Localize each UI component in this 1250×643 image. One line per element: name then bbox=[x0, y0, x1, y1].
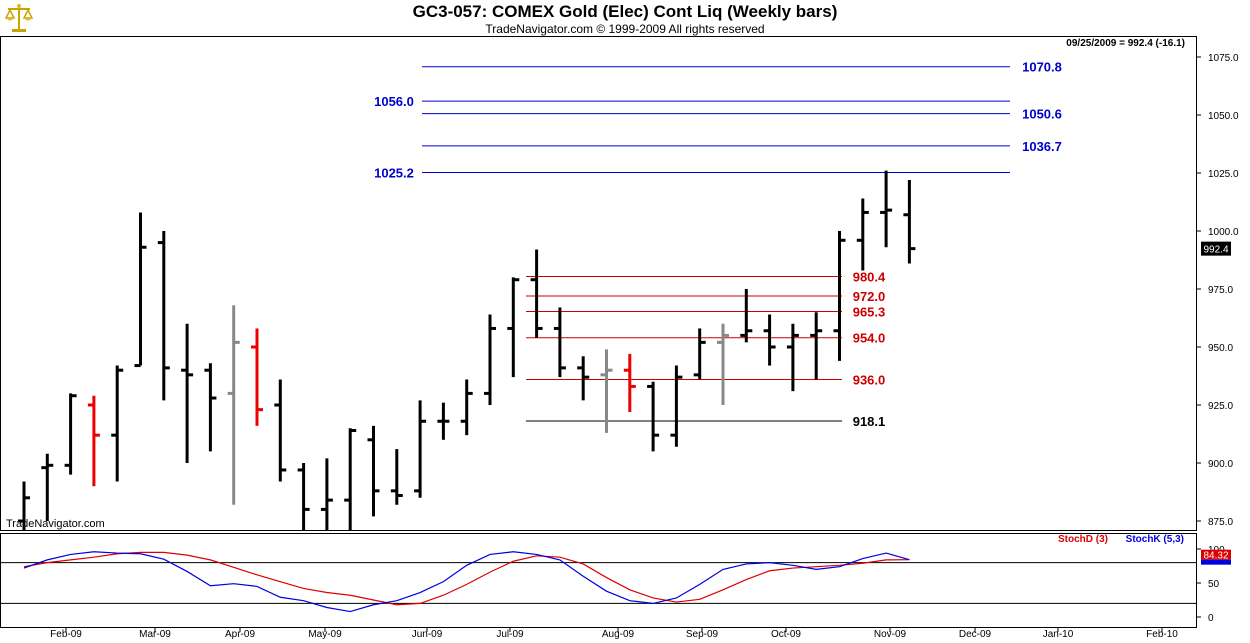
last-price-label: 992.4 bbox=[1203, 245, 1228, 256]
ohlc-bar bbox=[274, 379, 287, 482]
ohlc-bar bbox=[903, 179, 916, 264]
ohlc-bar bbox=[763, 314, 776, 366]
ohlc-bar bbox=[157, 231, 170, 401]
chart-title: GC3-057: COMEX Gold (Elec) Cont Liq (Wee… bbox=[412, 2, 838, 21]
ohlc-bar bbox=[227, 305, 240, 505]
x-tick-label: Jun-09 bbox=[412, 629, 443, 640]
chart-subtitle: TradeNavigator.com © 1999-2009 All right… bbox=[485, 22, 765, 36]
ohlc-bar bbox=[484, 314, 496, 405]
x-tick-label: May-09 bbox=[308, 629, 342, 640]
red-level-label: 980.4 bbox=[853, 269, 886, 284]
ohlc-bar bbox=[647, 381, 660, 452]
stoch-y-tick-label: 50 bbox=[1208, 579, 1220, 590]
ohlc-bar bbox=[833, 231, 846, 361]
red-level-label: 936.0 bbox=[853, 372, 886, 387]
levels-layer: 1070.8 1056.0 1050.6 1036.7 1025.2 980.4 972.0… bbox=[374, 60, 1062, 429]
legend-stochk: StochK (5,3) bbox=[1126, 534, 1184, 545]
x-tick-label: Sep-09 bbox=[686, 629, 719, 640]
ohlc-bar bbox=[87, 395, 100, 487]
ohlc-bar bbox=[251, 328, 263, 426]
y-tick-label: 975.0 bbox=[1208, 285, 1233, 296]
ohlc-bar bbox=[111, 365, 124, 482]
ohlc-bar bbox=[670, 365, 683, 447]
red-level-label: 965.3 bbox=[853, 305, 886, 320]
last-price-box bbox=[1201, 241, 1231, 256]
last-quote-label: 09/25/2009 = 992.4 (-16.1) bbox=[1066, 38, 1185, 49]
ohlc-bar bbox=[460, 379, 473, 436]
ohlc-bar bbox=[623, 353, 636, 412]
axis-layer: 875.0 900.0 925.0 950.0 975.0 1000.0 1025.0 105… bbox=[50, 53, 1239, 640]
red-level-label: 972.0 bbox=[853, 289, 886, 304]
y-tick-label: 1050.0 bbox=[1208, 111, 1239, 122]
blue-level-label: 1036.7 bbox=[1022, 139, 1062, 154]
blue-level-label: 1025.2 bbox=[374, 166, 414, 181]
ohlc-bar bbox=[507, 277, 520, 378]
stoch-y-tick-label: 0 bbox=[1208, 613, 1214, 624]
x-tick-label: Feb-09 bbox=[50, 629, 82, 640]
x-tick-label: Nov-09 bbox=[874, 629, 907, 640]
stoch-series-line bbox=[23, 551, 910, 606]
y-tick-label: 950.0 bbox=[1208, 343, 1233, 354]
ohlc-bar bbox=[204, 363, 217, 452]
ohlc-bar bbox=[437, 402, 450, 440]
watermark: TradeNavigator.com bbox=[6, 518, 105, 530]
ohlc-bar bbox=[786, 323, 799, 392]
x-tick-label: Apr-09 bbox=[225, 629, 255, 640]
x-tick-label: Jul-09 bbox=[496, 629, 524, 640]
price-panel-frame bbox=[0, 36, 1197, 531]
ohlc-bar bbox=[367, 425, 380, 517]
stoch-layer: 050100StochD (3)StochK (5,3)84.32 bbox=[1, 534, 1231, 624]
x-tick-label: Mar-09 bbox=[139, 629, 171, 640]
y-tick-label: 1025.0 bbox=[1208, 169, 1239, 180]
scales-logo-svg bbox=[4, 4, 34, 32]
blue-level-label: 1070.8 bbox=[1022, 60, 1062, 75]
red-level-label: 954.0 bbox=[853, 331, 886, 346]
ohlc-bar bbox=[320, 458, 333, 530]
x-tick-label: Oct-09 bbox=[771, 629, 801, 640]
ohlc-bar bbox=[530, 249, 543, 338]
ohlc-bar bbox=[577, 356, 590, 401]
ohlc-bar bbox=[134, 212, 147, 368]
stoch-last-box-red bbox=[1201, 549, 1231, 560]
ohlc-bar bbox=[181, 323, 194, 463]
x-tick-label: Feb-10 bbox=[1146, 629, 1178, 640]
blue-level-label: 1050.6 bbox=[1022, 107, 1062, 122]
ohlc-bar bbox=[553, 307, 566, 378]
bars-layer bbox=[18, 170, 916, 530]
y-tick-label: 875.0 bbox=[1208, 517, 1233, 528]
legend-stochd: StochD (3) bbox=[1058, 534, 1108, 545]
ohlc-bar bbox=[880, 170, 893, 248]
scales-icon bbox=[4, 2, 34, 34]
black-level-label: 918.1 bbox=[853, 414, 886, 429]
ohlc-bar bbox=[856, 198, 869, 271]
y-tick-label: 1075.0 bbox=[1208, 53, 1239, 64]
ohlc-bar bbox=[18, 481, 30, 530]
stochastic-panel-frame bbox=[0, 533, 1197, 628]
ohlc-bar bbox=[810, 312, 823, 380]
ohlc-bar bbox=[297, 463, 310, 530]
ohlc-bar bbox=[41, 453, 54, 521]
y-tick-label: 925.0 bbox=[1208, 401, 1233, 412]
ohlc-bar bbox=[740, 289, 753, 343]
stoch-last-value-label: 84.32 bbox=[1203, 551, 1228, 562]
y-tick-label: 900.0 bbox=[1208, 459, 1233, 470]
x-tick-label: Dec-09 bbox=[959, 629, 992, 640]
stoch-series-line bbox=[23, 551, 910, 613]
ohlc-bar bbox=[414, 400, 427, 498]
ohlc-bar bbox=[693, 328, 706, 380]
y-tick-label: 1000.0 bbox=[1208, 227, 1239, 238]
stoch-last-box-blue bbox=[1201, 559, 1231, 565]
x-tick-label: Aug-09 bbox=[602, 629, 635, 640]
ohlc-bar bbox=[390, 449, 403, 505]
ohlc-bar bbox=[600, 349, 613, 433]
ohlc-bar bbox=[344, 428, 357, 530]
blue-level-label: 1056.0 bbox=[374, 94, 414, 109]
x-tick-label: Jan-10 bbox=[1043, 629, 1074, 640]
ohlc-bar bbox=[64, 393, 77, 475]
ohlc-bar bbox=[717, 323, 729, 405]
